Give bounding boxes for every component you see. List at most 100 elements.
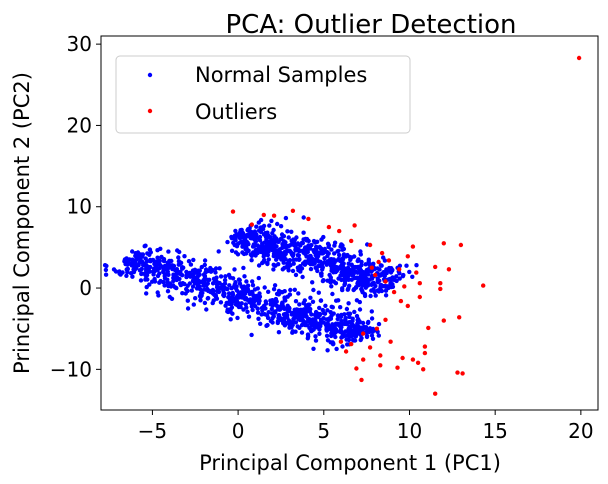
normal-samples-point — [139, 266, 144, 272]
normal-samples-point — [278, 289, 284, 295]
normal-samples-point — [325, 241, 331, 246]
normal-samples-point — [130, 263, 136, 268]
normal-samples-point — [198, 298, 203, 303]
normal-samples-point — [410, 274, 415, 279]
normal-samples-point — [282, 306, 287, 311]
outliers-point — [290, 208, 296, 213]
normal-samples-point — [325, 250, 330, 255]
normal-samples-point — [242, 274, 247, 279]
normal-samples-point — [296, 268, 301, 273]
normal-samples-point — [336, 248, 341, 254]
normal-samples-point — [289, 229, 294, 234]
normal-samples-point — [236, 293, 241, 298]
normal-samples-point — [381, 270, 386, 275]
normal-samples-point — [368, 293, 373, 299]
normal-samples-point — [354, 313, 360, 319]
outliers-point — [354, 366, 359, 371]
normal-samples-point — [144, 291, 149, 296]
normal-samples-point — [397, 276, 402, 281]
normal-samples-point — [229, 305, 235, 310]
normal-samples-point — [233, 286, 239, 291]
normal-samples-point — [317, 305, 322, 311]
plot-frame — [100, 35, 599, 411]
outliers-point — [438, 281, 443, 286]
normal-samples-point — [138, 278, 144, 283]
normal-samples-point — [369, 333, 375, 338]
normal-samples-point — [172, 285, 178, 290]
normal-samples-point — [351, 271, 356, 277]
normal-samples-point — [269, 306, 274, 312]
normal-samples-point — [324, 333, 330, 338]
normal-samples-point — [312, 324, 318, 329]
normal-samples-point — [329, 261, 335, 266]
outliers-point — [433, 264, 438, 270]
x-axis-ticks: −5 0 5 10 15 20 — [138, 410, 594, 443]
normal-samples-point — [297, 302, 302, 307]
outliers-point — [391, 289, 397, 295]
normal-samples-point — [358, 249, 363, 254]
outliers-point — [457, 315, 462, 320]
normal-samples-point — [272, 283, 278, 288]
normal-samples-point — [239, 227, 244, 233]
normal-samples-point — [191, 257, 196, 263]
normal-samples-point — [262, 285, 267, 290]
normal-samples-point — [373, 293, 378, 298]
y-axis-ticks: −10 0 10 20 30 — [50, 32, 101, 381]
normal-samples-point — [274, 244, 279, 249]
normal-samples-point — [338, 305, 343, 310]
normal-samples-point — [327, 272, 332, 278]
outliers-point — [410, 244, 416, 249]
normal-samples-point — [222, 285, 228, 291]
normal-samples-point — [342, 282, 347, 288]
outliers-point — [417, 294, 422, 300]
normal-samples-point — [104, 263, 109, 269]
normal-samples-point — [185, 298, 190, 303]
normal-samples-point — [285, 261, 290, 266]
outliers-point — [481, 283, 486, 288]
normal-samples-point — [289, 312, 294, 317]
normal-samples-point — [130, 274, 135, 279]
normal-samples-point — [321, 311, 327, 316]
normal-samples-point — [359, 288, 365, 293]
normal-samples-point — [373, 283, 378, 289]
outliers-point — [349, 341, 354, 347]
normal-samples-point — [222, 278, 228, 283]
normal-samples-point — [376, 289, 382, 294]
normal-samples-point — [163, 264, 168, 269]
normal-samples-point — [241, 265, 246, 271]
normal-samples-point — [347, 320, 352, 325]
normal-samples-point — [162, 283, 167, 288]
normal-samples-point — [266, 310, 271, 315]
y-tick-label: 30 — [67, 32, 92, 56]
outliers-point — [379, 250, 385, 256]
normal-samples-point — [161, 257, 167, 262]
normal-samples-point — [268, 318, 274, 324]
normal-samples-point — [276, 239, 281, 244]
normal-samples-point — [364, 283, 370, 288]
normal-samples-point — [401, 272, 406, 278]
normal-samples-point — [301, 237, 306, 242]
normal-samples-point — [225, 239, 230, 245]
y-tick-label: 20 — [67, 113, 92, 137]
normal-samples-point — [308, 266, 314, 272]
normal-samples-point — [414, 263, 419, 268]
normal-samples-point — [178, 282, 184, 288]
normal-samples-point — [185, 306, 191, 311]
normal-samples-point — [329, 284, 334, 289]
normal-samples-point — [318, 298, 324, 303]
normal-samples-point — [350, 316, 355, 321]
outliers-point — [338, 339, 344, 344]
normal-samples-point — [310, 317, 316, 322]
normal-samples-point — [367, 327, 372, 333]
normal-samples-point — [289, 242, 294, 247]
normal-samples-point — [291, 257, 296, 263]
normal-samples-point — [313, 334, 318, 339]
normal-samples-point — [249, 304, 254, 309]
normal-samples-point — [301, 261, 307, 266]
normal-samples-point — [336, 298, 341, 303]
normal-samples-point — [347, 311, 353, 316]
normal-samples-point — [266, 289, 271, 294]
normal-samples-point — [175, 248, 180, 253]
normal-samples-point — [187, 270, 192, 276]
legend-box — [115, 55, 411, 134]
